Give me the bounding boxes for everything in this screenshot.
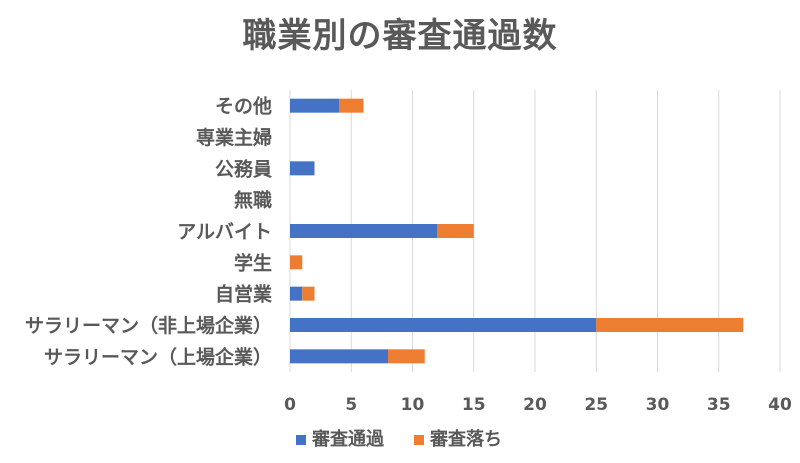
bar-0-4 xyxy=(290,224,437,238)
legend-swatch-1 xyxy=(414,435,424,445)
x-tick-label-0: 0 xyxy=(284,395,296,415)
x-tick-label-2: 10 xyxy=(401,395,425,415)
x-tick-label-4: 20 xyxy=(523,395,547,415)
x-tick-label-8: 40 xyxy=(768,395,792,415)
bar-1-0 xyxy=(339,98,364,113)
bar-0-8 xyxy=(290,349,388,364)
bar-1-7 xyxy=(596,318,744,332)
category-label-5: 学生 xyxy=(234,251,272,274)
category-label-4: アルバイト xyxy=(177,221,272,243)
bar-1-5 xyxy=(290,255,303,270)
x-tick-label-6: 30 xyxy=(646,395,670,415)
category-label-6: 自営業 xyxy=(215,283,273,306)
x-tick-label-3: 15 xyxy=(462,395,486,415)
bar-1-8 xyxy=(388,349,425,364)
x-tick-label-1: 5 xyxy=(345,395,357,415)
bar-1-6 xyxy=(302,286,315,301)
category-label-2: 公務員 xyxy=(215,157,272,180)
legend-label-0: 審査通過 xyxy=(311,428,385,450)
bar-0-7 xyxy=(290,318,597,332)
x-tick-label-7: 35 xyxy=(707,395,731,415)
category-label-0: その他 xyxy=(215,95,272,118)
category-label-7: サラリーマン（非上場企業） xyxy=(25,314,272,337)
legend-swatch-0 xyxy=(296,435,306,445)
bar-1-4 xyxy=(437,224,474,238)
bar-0-6 xyxy=(290,286,303,301)
category-label-3: 無職 xyxy=(234,189,272,212)
category-label-1: 専業主婦 xyxy=(196,126,272,149)
chart-title: 職業別の審査通過数 xyxy=(242,16,558,56)
bar-0-2 xyxy=(290,161,315,176)
bar-0-0 xyxy=(290,98,339,113)
legend-label-1: 審査落ち xyxy=(429,428,502,450)
category-label-8: サラリーマン（上場企業） xyxy=(44,345,272,368)
x-tick-label-5: 25 xyxy=(584,395,608,415)
